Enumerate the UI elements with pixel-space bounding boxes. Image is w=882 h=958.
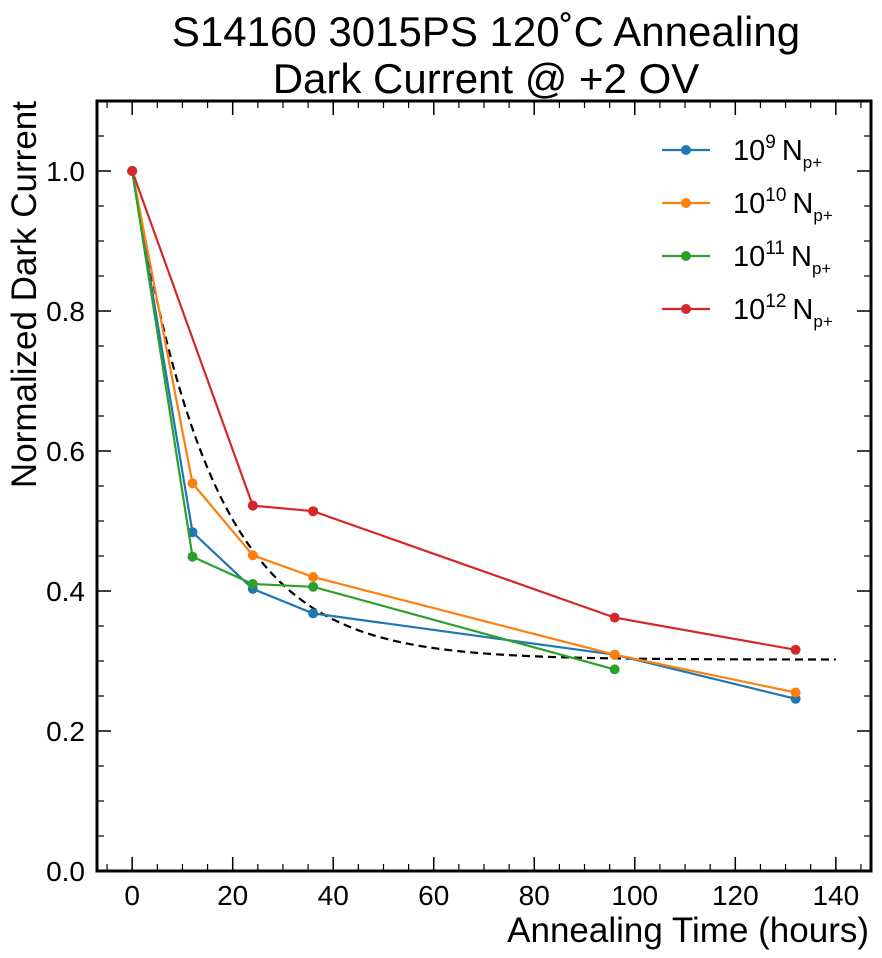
data-point [308, 608, 319, 619]
series-line [131, 170, 796, 700]
series-line [131, 170, 796, 694]
legend-item: 1011 Np+ [662, 238, 831, 278]
y-tick-label: 0.2 [46, 716, 85, 747]
fit-curve-layer [131, 170, 836, 661]
legend-swatch-marker [681, 304, 691, 314]
y-tick-label: 0.4 [46, 576, 85, 607]
data-point [127, 166, 138, 176]
x-tick-label: 20 [217, 880, 248, 911]
data-point [308, 506, 319, 517]
data-point [609, 649, 620, 660]
legend-swatch-marker [681, 145, 691, 155]
y-axis-label: Normalized Dark Current [5, 101, 44, 488]
legend-item: 1010 Np+ [662, 185, 833, 225]
x-tick-label: 120 [712, 880, 759, 911]
chart-title-line1: S14160 3015PS 120˚C Annealing [172, 8, 800, 55]
series-10 [127, 166, 801, 698]
plot-frame [95, 99, 873, 873]
legend-swatch-marker [681, 198, 691, 208]
x-tick-label: 40 [318, 880, 349, 911]
x-tick-labels: 0 20 40 60 80 100 120 140 [124, 880, 859, 911]
x-tick-label: 100 [611, 880, 658, 911]
data-point [308, 572, 319, 582]
x-tick-label: 80 [519, 880, 550, 911]
x-tick-label: 140 [812, 880, 859, 911]
data-point [247, 579, 258, 589]
data-point [790, 644, 801, 655]
y-tick-labels: 0.0 0.2 0.4 0.6 0.8 1.0 [46, 156, 85, 887]
data-point [187, 478, 198, 489]
y-tick-label: 1.0 [46, 156, 85, 187]
series-11 [127, 166, 620, 675]
series-line [131, 170, 615, 671]
x-axis-label: Annealing Time (hours) [507, 911, 869, 950]
data-point [247, 550, 258, 561]
data-point [790, 687, 801, 698]
series-layer [127, 166, 801, 704]
legend: 109 Np+ 1010 Np+ 1011 Np+ 1012 Np+ [662, 132, 833, 331]
data-point [609, 612, 620, 623]
legend-swatch-marker [681, 251, 691, 261]
fit-curve [131, 170, 836, 661]
legend-label: 1010 Np+ [733, 185, 833, 225]
chart-title-line2: Dark Current @ +2 OV [273, 55, 700, 102]
x-tick-label: 60 [418, 880, 449, 911]
data-point [609, 664, 620, 675]
y-tick-label: 0.8 [46, 296, 85, 327]
legend-label: 1012 Np+ [733, 291, 833, 331]
legend-item: 1012 Np+ [662, 291, 833, 331]
y-tick-label: 0.6 [46, 436, 85, 467]
y-tick-label: 0.0 [46, 856, 85, 887]
data-point [308, 581, 319, 592]
x-tick-label: 0 [124, 880, 140, 911]
legend-label: 1011 Np+ [733, 238, 831, 278]
series-12 [127, 166, 801, 655]
series-line [131, 170, 796, 651]
data-point [187, 551, 198, 562]
data-point [247, 500, 258, 511]
legend-item: 109 Np+ [662, 132, 822, 172]
legend-label: 109 Np+ [733, 132, 822, 172]
